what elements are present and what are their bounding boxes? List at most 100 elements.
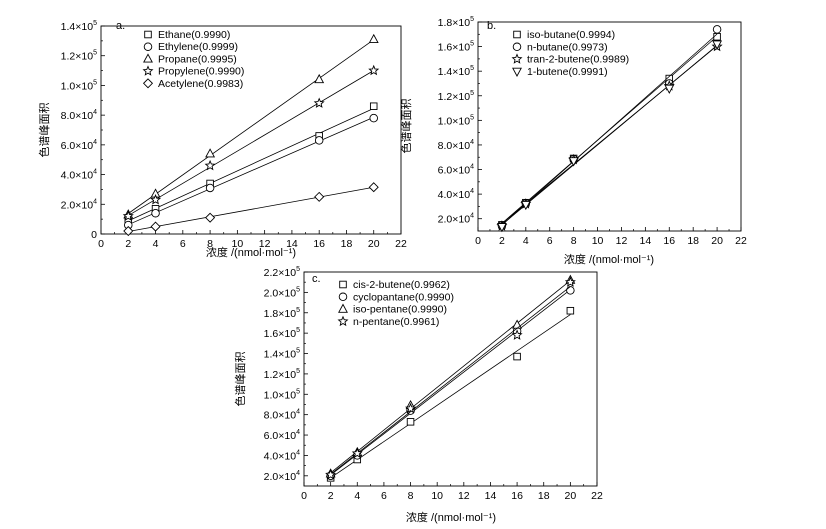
legend-label: Propylene(0.9990)	[158, 66, 244, 78]
y-tick-mantissa: 2.0×10	[61, 199, 94, 211]
series-c-1	[326, 306, 575, 482]
x-tick-label: 4	[354, 490, 360, 502]
legend-marker	[337, 315, 349, 327]
y-tick-label: 6.0×104	[438, 164, 474, 177]
y-tick-label: 2.2×105	[264, 266, 300, 279]
y-tick-label: 1.2×105	[264, 368, 300, 381]
y-tick-label: 8.0×104	[438, 139, 474, 152]
x-axis-title: 浓度 /(nmol·mol⁻¹)	[564, 252, 654, 266]
x-tick-label: 12	[259, 238, 271, 250]
y-tick-exponent: 4	[470, 164, 474, 171]
data-point	[123, 225, 134, 237]
x-tick-label: 18	[687, 235, 699, 247]
y-tick-mantissa: 8.0×10	[264, 410, 297, 422]
x-tick-label: 22	[591, 490, 603, 502]
x-tick-label: 8	[408, 490, 414, 502]
y-tick-label: 8.0×104	[264, 409, 300, 422]
y-tick-mantissa: 1.6×10	[438, 42, 471, 54]
chart-panel-b: 0 2 4 6 8 10 12 14 16 18 20 222.0×1044.0×1046.0×104…	[399, 16, 747, 266]
y-tick-label: 6.0×104	[264, 429, 300, 442]
series-a-1	[124, 102, 378, 224]
legend-marker	[142, 78, 154, 89]
data-point	[325, 469, 337, 480]
y-tick-exponent: 5	[296, 286, 300, 293]
data-point	[406, 418, 415, 426]
fit-line	[128, 186, 374, 232]
x-tick-label: 8	[207, 238, 213, 250]
legend-marker	[512, 67, 522, 77]
legend-label: tran-2-butene(0.9989)	[527, 54, 629, 66]
legend-marker	[338, 303, 348, 313]
plot-frame	[303, 271, 598, 487]
x-axis-title: 浓度 /(nmol·mol⁻¹)	[206, 245, 296, 259]
legend-marker	[512, 42, 522, 52]
y-tick-mantissa: 0	[91, 229, 97, 241]
legend-label: n-butane(0.9973)	[527, 41, 608, 53]
series-a-5	[123, 182, 379, 237]
data-point	[368, 64, 380, 76]
y-tick-mantissa: 1.8×10	[438, 17, 471, 29]
legend-label: cyclopantane(0.9990)	[353, 291, 454, 303]
y-tick-mantissa: 1.6×10	[264, 328, 297, 340]
x-tick-label: 6	[180, 238, 186, 250]
legend-marker	[511, 53, 523, 64]
y-tick-mantissa: 1.4×10	[264, 349, 297, 361]
legend-marker	[513, 30, 521, 39]
panel-label: b.	[487, 20, 496, 32]
x-tick-label: 6	[381, 490, 387, 502]
x-tick-label: 16	[511, 490, 523, 502]
chart-panel-c: 0 2 4 6 8 10 12 14 16 18 20 222.0×1044.0×1046.0×104…	[233, 266, 603, 524]
x-tick-label: 10	[431, 490, 443, 502]
y-tick-label: 2.0×104	[264, 470, 300, 483]
series-a-2	[124, 113, 378, 230]
y-tick-label: 2.0×104	[438, 213, 474, 226]
x-tick-label: 22	[395, 238, 407, 250]
y-tick-label: 4.0×104	[264, 449, 300, 462]
data-point	[712, 25, 722, 34]
y-tick-label: 1.8×105	[438, 16, 474, 29]
y-tick-mantissa: 6.0×10	[438, 165, 471, 177]
fit-line	[330, 314, 571, 479]
y-tick-mantissa: 4.0×10	[438, 189, 471, 201]
fit-line	[128, 107, 374, 222]
data-point	[520, 200, 531, 211]
legend-label: 1-butene(0.9991)	[527, 66, 608, 78]
y-tick-exponent: 5	[296, 348, 300, 355]
legend-label: cis-2-butene(0.9962)	[353, 279, 450, 291]
panel-label: a.	[116, 20, 125, 32]
x-tick-label: 20	[368, 238, 380, 250]
x-tick-label: 6	[547, 235, 553, 247]
data-point	[566, 286, 575, 295]
y-tick-exponent: 5	[296, 327, 300, 334]
y-tick-label: 2.0×104	[61, 198, 97, 211]
legend-label: n-pentane(0.9961)	[353, 316, 439, 328]
x-tick-label: 14	[485, 490, 497, 502]
data-point	[512, 319, 523, 329]
y-tick-exponent: 4	[93, 169, 97, 176]
series-c-4	[325, 276, 576, 480]
series-a-4	[122, 64, 380, 221]
legend-label: Acetylene(0.9983)	[158, 78, 243, 90]
y-tick-exponent: 5	[470, 41, 474, 48]
x-tick-label: 16	[663, 235, 675, 247]
y-tick-label: 1.6×105	[438, 41, 474, 54]
fit-line	[128, 70, 374, 216]
y-tick-exponent: 5	[470, 65, 474, 72]
x-tick-label: 16	[313, 238, 325, 250]
y-tick-mantissa: 6.0×10	[264, 430, 297, 442]
y-tick-exponent: 5	[93, 50, 97, 57]
data-point	[368, 33, 379, 44]
y-tick-mantissa: 1.0×10	[438, 115, 471, 127]
data-point	[351, 447, 363, 459]
y-tick-exponent: 4	[93, 198, 97, 205]
y-tick-mantissa: 1.2×10	[438, 91, 471, 103]
y-tick-label: 1.4×105	[61, 20, 97, 33]
fit-line	[330, 289, 571, 476]
x-tick-label: 10	[232, 238, 244, 250]
y-tick-mantissa: 4.0×10	[61, 170, 94, 182]
y-tick-exponent: 4	[296, 449, 300, 456]
legend-label: iso-butane(0.9994)	[527, 29, 615, 41]
y-tick-mantissa: 8.0×10	[438, 140, 471, 152]
x-tick-label: 20	[711, 235, 723, 247]
